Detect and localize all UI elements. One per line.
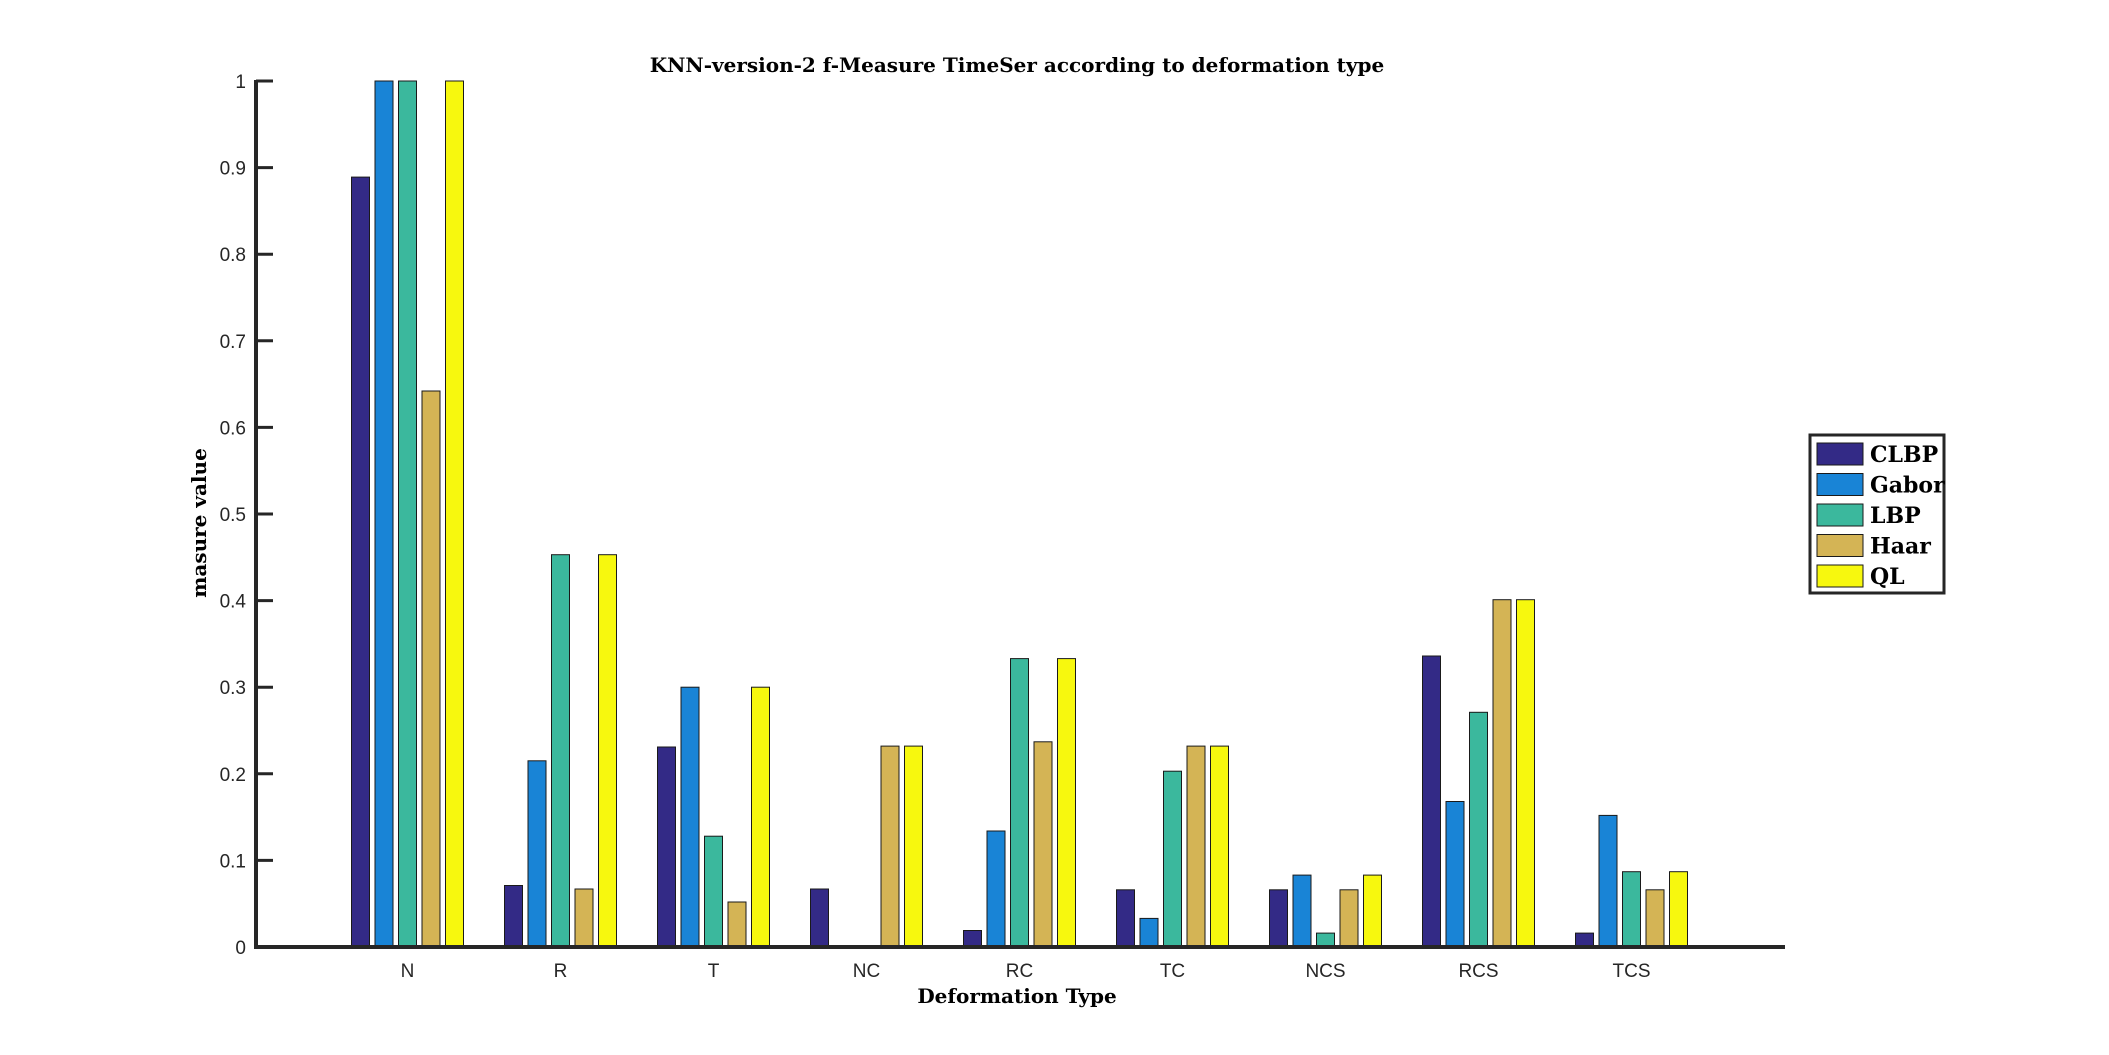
axes-layer: N R T NC RC TC NCS RCS TCS 0 0.1 0.2 0.3 0.4 0.5 0.6 0.7… (220, 72, 1785, 982)
y-tick-label-1: 0.1 (220, 851, 246, 872)
bar-clbp-rcs (1422, 655, 1441, 948)
bar-lbp-rcs (1469, 711, 1488, 948)
bar-clbp-ncs (1269, 889, 1288, 948)
bar-haar-ncs (1339, 889, 1359, 948)
bar-clbp-tc (1116, 889, 1135, 948)
bar-gabor-rc (986, 830, 1006, 948)
y-tick-label-4: 0.4 (220, 592, 247, 613)
x-axis-label: Deformation Type (917, 984, 1116, 1008)
bar-clbp-t (657, 746, 676, 948)
bar-haar-n (421, 390, 441, 948)
legend-swatch-ql (1816, 564, 1864, 588)
legend-label-haar: Haar (1870, 534, 1931, 560)
x-tick-label-n: N (401, 961, 415, 982)
y-axis-label: masure value (187, 448, 211, 598)
bar-clbp-n (351, 176, 370, 948)
legend-swatch-lbp (1816, 503, 1864, 527)
x-tick-label-ncs: NCS (1305, 961, 1345, 982)
y-tick-label-2: 0.2 (220, 765, 246, 786)
legend-label-ql: QL (1870, 564, 1905, 590)
legend-swatch-clbp (1816, 442, 1864, 466)
y-tick-label-0: 0 (235, 938, 246, 959)
bar-haar-r (574, 888, 594, 948)
y-tick-label-10: 1 (235, 72, 246, 93)
bar-haar-nc (880, 745, 900, 948)
legend[interactable]: CLBP Gabor LBP Haar QL (1808, 433, 1946, 595)
bar-ql-rcs (1516, 599, 1535, 948)
x-tick-label-nc: NC (853, 961, 880, 982)
y-tick-label-6: 0.6 (220, 418, 246, 439)
x-tick-label-rc: RC (1006, 961, 1033, 982)
bar-ql-nc (904, 745, 923, 948)
y-tick-label-8: 0.8 (220, 245, 246, 266)
bar-clbp-r (504, 885, 523, 948)
bar-lbp-t (704, 835, 723, 948)
x-tick-label-rcs: RCS (1458, 961, 1498, 982)
bar-haar-tcs (1645, 889, 1665, 948)
bar-gabor-tcs (1598, 814, 1618, 948)
bars-layer (351, 80, 1688, 948)
bar-lbp-tc (1163, 770, 1182, 948)
legend-swatch-gabor (1816, 473, 1864, 496)
bar-clbp-nc (810, 888, 829, 948)
legend-label-lbp: LBP (1870, 503, 1921, 529)
bar-ql-ncs (1363, 874, 1382, 948)
bar-haar-rc (1033, 741, 1053, 948)
y-tick-label-7: 0.7 (220, 332, 246, 353)
bar-clbp-rc (963, 930, 982, 948)
bar-lbp-ncs (1316, 932, 1335, 948)
bar-ql-n (445, 80, 464, 948)
bar-gabor-tc (1139, 917, 1159, 948)
bar-ql-tcs (1669, 871, 1688, 948)
bar-haar-tc (1186, 745, 1206, 948)
x-tick-label-r: R (554, 961, 568, 982)
bar-haar-rcs (1492, 599, 1512, 948)
y-tick-label-9: 0.9 (220, 159, 246, 180)
bar-ql-r (598, 554, 617, 948)
bar-gabor-t (680, 686, 700, 948)
bar-gabor-ncs (1292, 874, 1312, 948)
bar-gabor-r (527, 760, 547, 948)
bar-clbp-tcs (1575, 932, 1594, 948)
y-tick-label-3: 0.3 (220, 678, 246, 699)
chart-title: KNN-version-2 f-Measure TimeSer accordin… (650, 53, 1384, 77)
bar-gabor-rcs (1445, 801, 1465, 948)
y-tick-label-5: 0.5 (220, 505, 246, 526)
bar-haar-t (727, 901, 747, 948)
legend-label-gabor: Gabor (1870, 473, 1945, 499)
bar-ql-t (751, 686, 770, 948)
x-tick-label-t: T (708, 961, 720, 982)
bar-lbp-rc (1010, 658, 1029, 948)
x-tick-label-tc: TC (1160, 961, 1185, 982)
bar-lbp-r (551, 554, 570, 948)
legend-swatch-haar (1816, 534, 1864, 557)
legend-label-clbp: CLBP (1870, 442, 1938, 468)
bar-lbp-n (398, 80, 417, 948)
bar-ql-tc (1210, 745, 1229, 948)
bar-lbp-tcs (1622, 871, 1641, 948)
x-tick-label-tcs: TCS (1613, 961, 1651, 982)
bar-ql-rc (1057, 658, 1076, 948)
bar-gabor-n (374, 80, 394, 948)
